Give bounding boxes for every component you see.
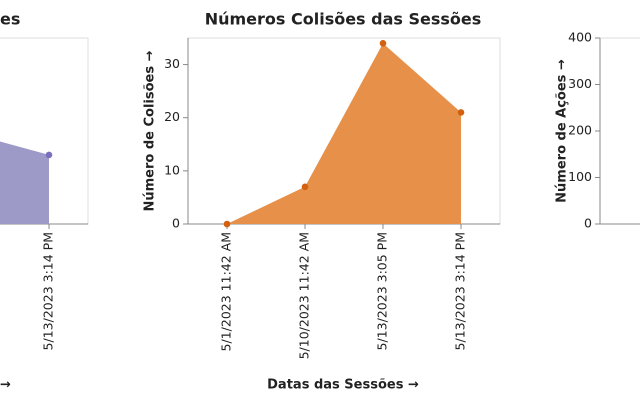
y-axis-title: Número de Ações → <box>555 59 570 203</box>
y-tick-label: 400 <box>568 30 592 45</box>
y-tick-label: 10 <box>164 162 180 177</box>
x-tick-label: 5/1/2023 11:42 AM <box>219 232 234 351</box>
y-axis-title: Número de Colisões → <box>143 50 158 211</box>
x-axis-title: → <box>0 378 11 393</box>
plot-frame <box>0 37 89 225</box>
point <box>379 40 387 47</box>
point <box>457 109 465 116</box>
chart: es → 5/13/2023 3:14 PM <box>0 10 89 393</box>
chart-title: es <box>0 10 20 29</box>
x-axis-title: Datas das Sessões → <box>267 378 419 393</box>
x-tick-label: 5/13/2023 3:14 PM <box>41 232 56 350</box>
area <box>227 43 461 224</box>
x-tick-label: 5/13/2023 3:14 PM <box>453 232 468 350</box>
y-tick-label: 300 <box>568 76 592 91</box>
chart: 0 100 200 300 400 Número de Ações → <box>555 30 640 231</box>
point <box>301 183 309 191</box>
y-tick-label: 0 <box>172 216 180 231</box>
x-tick-label: 5/13/2023 3:05 PM <box>375 232 390 350</box>
chart-title: Números Colisões das Sessões <box>205 10 482 29</box>
chart: Números Colisões das Sessões 0 10 20 30 Númer… <box>143 10 501 393</box>
point <box>45 151 53 159</box>
area <box>0 141 49 224</box>
plot-frame <box>599 37 640 225</box>
y-tick-label: 20 <box>164 109 180 124</box>
y-tick-label: 200 <box>568 123 592 138</box>
x-tick-label: 5/10/2023 11:42 AM <box>297 232 312 359</box>
point <box>223 220 231 228</box>
y-tick-label: 100 <box>568 169 592 184</box>
y-tick-label: 0 <box>584 216 592 231</box>
y-tick-label: 30 <box>164 56 180 71</box>
